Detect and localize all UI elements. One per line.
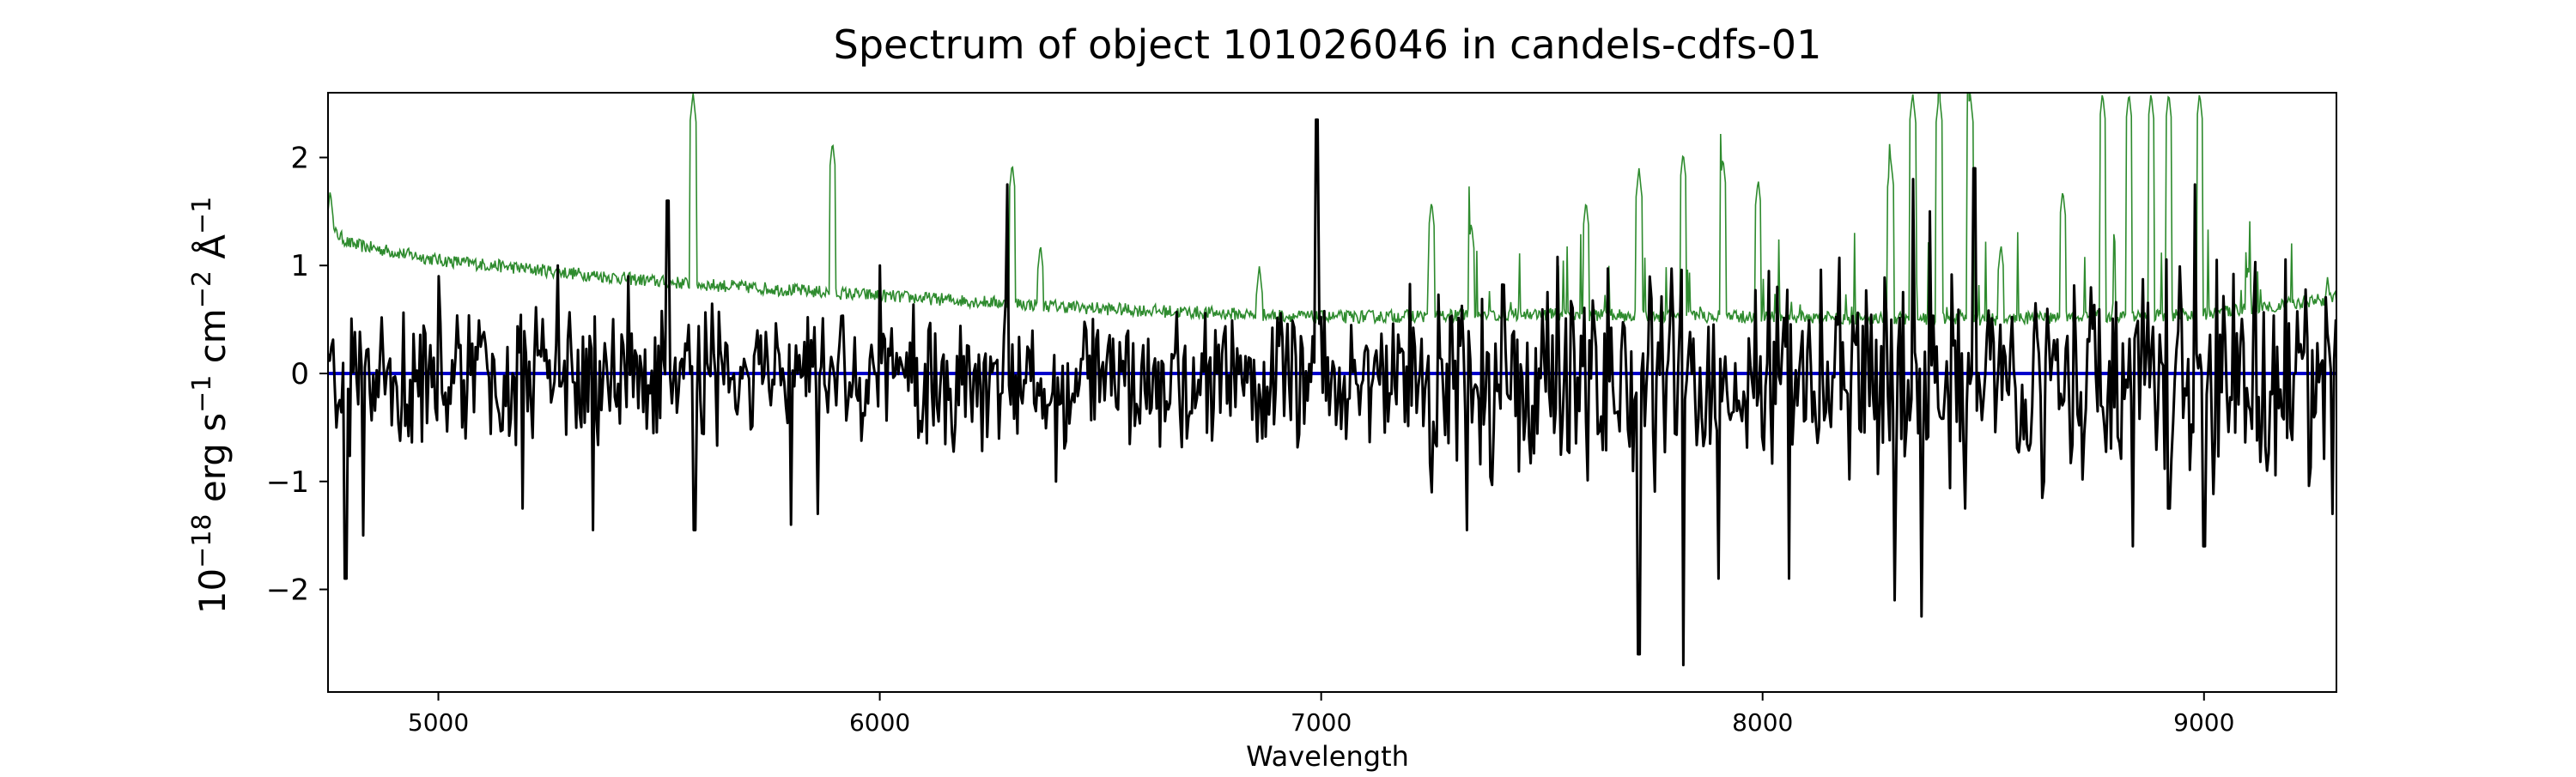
y-tick-label: −2 [266, 574, 309, 608]
plot-frame [327, 92, 2337, 693]
noise-spectrum-line [328, 93, 2336, 326]
x-tick-label: 9000 [2173, 708, 2234, 737]
flux-spectrum-line [328, 118, 2336, 667]
x-tick-label: 5000 [408, 708, 469, 737]
y-tick-label: 2 [290, 141, 309, 175]
svg-text:10−18 erg s−1 cm−2 Å−1: 10−18 erg s−1 cm−2 Å−1 [187, 197, 234, 615]
y-tick-label: 1 [290, 249, 309, 283]
y-tick-label: 0 [290, 357, 309, 392]
y-axis-label: 10−18 erg s−1 cm−2 Å−1 [187, 197, 234, 615]
chart-title: Spectrum of object 101026046 in candels-… [834, 21, 1822, 68]
x-axis-label: Wavelength [1246, 740, 1409, 773]
x-tick-label: 8000 [1732, 708, 1793, 737]
x-tick-label: 7000 [1291, 708, 1352, 737]
y-tick-label: −1 [266, 465, 309, 500]
x-tick-label: 6000 [849, 708, 910, 737]
